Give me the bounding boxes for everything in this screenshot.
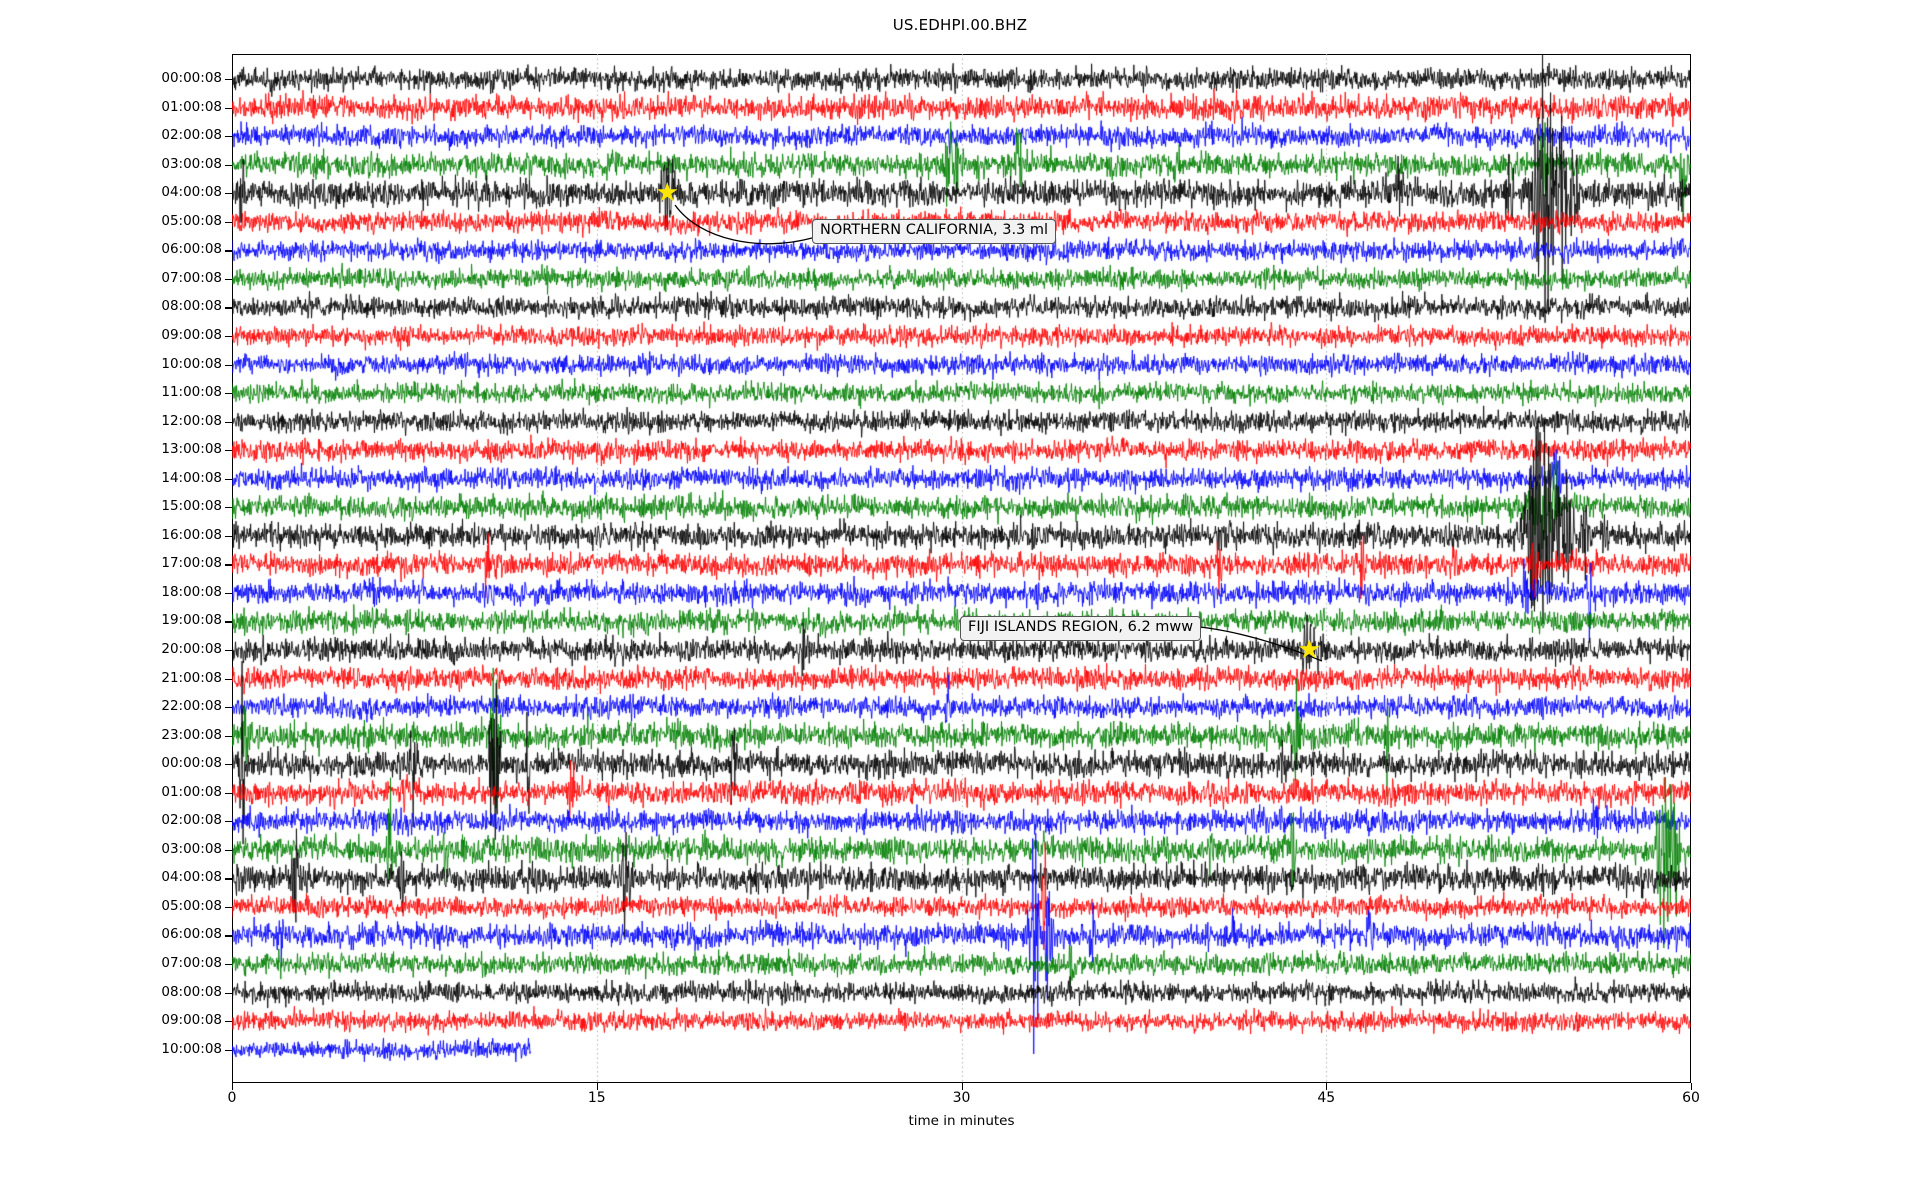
y-axis-tick-label: 03:00:08 [161, 840, 222, 857]
y-axis-tick-mark [225, 992, 232, 994]
event-star-marker: ★ [1297, 634, 1321, 665]
y-axis-tick-label: 16:00:08 [161, 526, 222, 543]
page-title: US.EDHPI.00.BHZ [892, 16, 1028, 34]
y-axis-tick-label: 03:00:08 [161, 155, 222, 172]
y-axis-tick-label: 00:00:08 [161, 70, 222, 87]
x-axis-tick-mark [596, 1083, 598, 1090]
event-annotation-label: NORTHERN CALIFORNIA, 3.3 ml [812, 219, 1057, 244]
x-axis-tick-mark [1691, 1083, 1693, 1090]
x-axis-tick-label: 0 [227, 1090, 237, 1106]
y-axis-tick-mark [225, 79, 232, 81]
y-axis-tick-label: 17:00:08 [161, 555, 222, 572]
y-axis-tick-label: 05:00:08 [161, 897, 222, 914]
y-axis-tick-label: 02:00:08 [161, 127, 222, 144]
y-axis-tick-label: 00:00:08 [161, 755, 222, 772]
y-axis-tick-mark [225, 336, 232, 338]
y-axis-tick-label: 09:00:08 [161, 1012, 222, 1029]
y-axis-tick-mark [225, 107, 232, 109]
y-axis-tick-mark [225, 963, 232, 966]
x-axis-tick-mark [1326, 1083, 1328, 1090]
y-axis-tick-mark [225, 621, 232, 623]
y-axis-tick-mark [225, 764, 232, 766]
event-annotation-label: FIJI ISLANDS REGION, 6.2 mww [960, 616, 1202, 641]
y-axis-tick-mark [225, 164, 232, 166]
y-axis-tick-label: 07:00:08 [161, 269, 222, 286]
y-axis-tick-mark [225, 364, 232, 366]
y-axis-tick-label: 11:00:08 [161, 384, 222, 401]
y-axis-tick-mark [225, 507, 232, 509]
x-axis-tick-label: 15 [587, 1090, 606, 1106]
y-axis-tick-mark [225, 221, 232, 224]
y-axis-tick-label: 07:00:08 [161, 954, 222, 971]
y-axis-tick-mark [225, 478, 232, 480]
x-axis-tick-mark [232, 1083, 234, 1090]
y-axis-tick-mark [225, 735, 232, 737]
y-axis-tick-label: 02:00:08 [161, 812, 222, 829]
y-axis-tick-mark [225, 906, 232, 909]
y-axis-tick-label: 20:00:08 [161, 640, 222, 657]
y-axis-tick-label: 09:00:08 [161, 327, 222, 343]
y-axis-tick-label: 06:00:08 [161, 241, 222, 258]
y-axis-tick-mark [225, 450, 232, 452]
y-axis-tick-mark [225, 849, 232, 851]
event-star-marker: ★ [655, 178, 679, 209]
y-axis-tick-label: 10:00:08 [161, 355, 222, 372]
y-axis-tick-label: 04:00:08 [161, 184, 222, 201]
y-axis-tick-mark [225, 535, 232, 537]
y-axis-tick-mark [225, 136, 232, 138]
y-axis-tick-label: 15:00:08 [161, 498, 222, 515]
y-axis-tick-label: 01:00:08 [161, 783, 222, 800]
x-axis-tick-label: 60 [1682, 1090, 1700, 1106]
y-axis-tick-mark [225, 393, 232, 395]
y-axis-tick-mark [225, 250, 232, 252]
y-axis-tick-mark [225, 421, 232, 423]
y-axis-tick-mark [225, 193, 232, 195]
y-axis-tick-label: 08:00:08 [161, 983, 222, 1000]
y-axis-tick-label: 13:00:08 [161, 441, 222, 458]
y-axis-tick-mark [225, 1049, 232, 1051]
y-axis-tick-mark [225, 649, 232, 652]
y-axis-tick-label: 06:00:08 [161, 926, 222, 943]
x-axis-tick-label: 45 [1317, 1090, 1336, 1106]
y-axis-tick-label: 14:00:08 [161, 469, 222, 486]
x-axis-tick-mark [961, 1083, 963, 1090]
y-axis-tick-label: 04:00:08 [161, 869, 222, 886]
y-axis-tick-mark [225, 707, 232, 709]
y-axis-tick-mark [225, 678, 232, 680]
y-axis-tick-label: 01:00:08 [161, 98, 222, 115]
y-axis-tick-label: 21:00:08 [161, 669, 222, 686]
y-axis-tick-label: 19:00:08 [161, 612, 222, 629]
y-axis-tick-label: 23:00:08 [161, 726, 222, 743]
y-axis-tick-label: 05:00:08 [161, 212, 222, 229]
seismogram-canvas [232, 54, 1691, 1083]
x-axis-label: time in minutes [908, 1113, 1015, 1129]
y-axis-tick-mark [225, 1021, 232, 1023]
y-axis-tick-mark [225, 278, 232, 281]
y-axis-tick-mark [225, 307, 232, 309]
y-axis-tick-mark [225, 821, 232, 823]
y-axis-tick-mark [225, 564, 232, 566]
y-axis-tick-label: 08:00:08 [161, 298, 222, 315]
x-axis-tick-label: 30 [952, 1090, 971, 1106]
y-axis-tick-mark [225, 935, 232, 937]
y-axis-tick-mark [225, 592, 232, 595]
y-axis-tick-label: 18:00:08 [161, 583, 222, 600]
y-axis-tick-label: 22:00:08 [161, 698, 222, 715]
y-axis-tick-label: 12:00:08 [161, 412, 222, 429]
y-axis-tick-mark [225, 878, 232, 880]
y-axis-tick-mark [225, 792, 232, 794]
y-axis-tick-label: 10:00:08 [161, 1040, 222, 1057]
